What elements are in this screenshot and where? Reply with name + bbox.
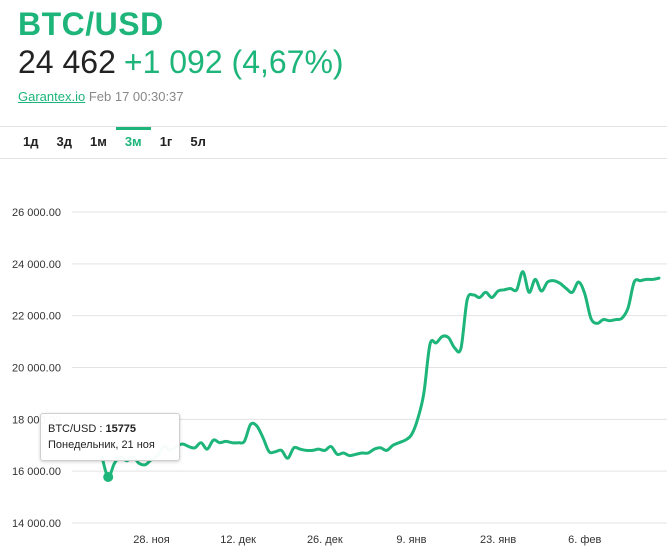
source-line: Garantex.io Feb 17 00:30:37 (18, 89, 184, 104)
period-tabs: 1д 3д 1м 3м 1г 5л (14, 127, 215, 157)
y-tick-label: 26 000.00 (12, 207, 61, 219)
source-link[interactable]: Garantex.io (18, 89, 86, 104)
tab-1[interactable]: 3д (56, 134, 72, 149)
tooltip-line-value: BTC/USD : 15775 (48, 421, 172, 437)
chart-tooltip: BTC/USD : 15775 Понедельник, 21 ноя (40, 413, 180, 461)
x-tick-label: 9. янв (396, 534, 426, 546)
tabs-divider (0, 158, 667, 159)
pair-title: BTC/USD (18, 6, 164, 42)
tooltip-separator: : (96, 423, 106, 435)
x-tick-label: 26. дек (307, 534, 343, 546)
x-tick-label: 28. ноя (133, 534, 170, 546)
tooltip-date: Понедельник, 21 ноя (48, 439, 155, 451)
x-tick-label: 12. дек (220, 534, 256, 546)
tab-5[interactable]: 5л (190, 134, 206, 149)
y-tick-label: 22 000.00 (12, 311, 61, 323)
tooltip-series: BTC/USD (48, 423, 97, 435)
y-tick-label: 20 000.00 (12, 363, 61, 375)
series-line (100, 270, 661, 479)
timestamp: Feb 17 00:30:37 (88, 89, 184, 104)
tooltip-value: 15775 (105, 423, 137, 435)
tab-2[interactable]: 1м (89, 134, 107, 149)
price-change: +1 092 (4,67%) (123, 44, 344, 80)
header-divider (0, 126, 667, 127)
y-tick-label: 16 000.00 (12, 466, 61, 478)
price-line: 24 462 +1 092 (4,67%) (18, 44, 344, 81)
tab-3[interactable]: 3м (115, 127, 151, 157)
y-tick-label: 14 000.00 (12, 518, 61, 530)
current-price: 24 462 (18, 44, 116, 80)
y-tick-label: 24 000.00 (12, 259, 61, 271)
highlight-point[interactable] (103, 471, 114, 482)
x-tick-label: 6. фев (568, 534, 601, 546)
tab-0[interactable]: 1д (23, 134, 39, 149)
x-tick-label: 23. янв (480, 534, 516, 546)
tab-4[interactable]: 1г (159, 134, 173, 149)
